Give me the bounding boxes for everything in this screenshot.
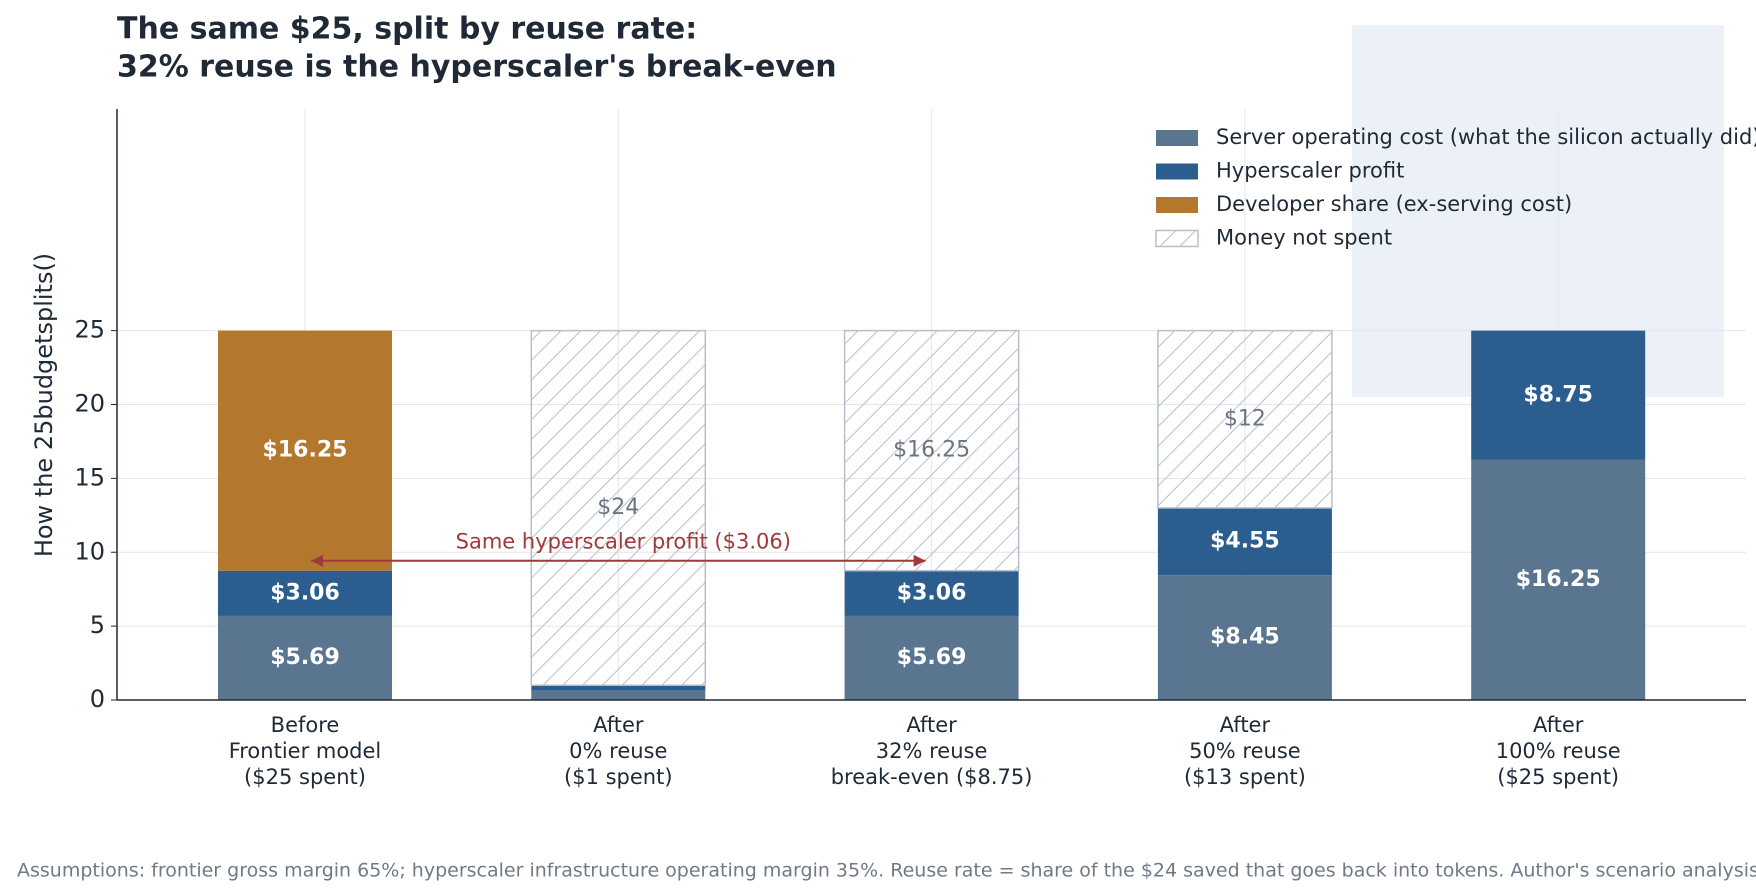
legend-swatch [1156,163,1198,180]
value-label: $16.25 [893,438,970,463]
x-tick-line: After [906,713,957,737]
x-tick-line: Before [271,713,340,737]
y-axis-label: How the 25budgetsplits() [30,253,58,557]
y-tick-label: 10 [74,537,105,565]
bar-segment [1157,507,1332,576]
y-tick-label: 5 [90,611,105,639]
footnote: Assumptions: frontier gross margin 65%; … [17,860,1756,882]
bar-segment [844,570,1019,616]
x-tick-label: Before Frontier model ($25 spent) [229,713,382,789]
bar-segment [218,570,392,616]
x-tick-line: 32% reuse [876,739,988,763]
annotation: Same hyperscaler profit ($3.06) [456,530,791,554]
x-tick-line: ($25 spent) [244,765,366,789]
value-label: $16.25 [263,438,348,463]
y-tick-label: 15 [74,463,105,491]
value-label: $8.45 [1210,625,1280,650]
x-tick-line: ($1 spent) [564,765,673,789]
x-tick-label: After 32% reuse break-even ($8.75) [831,713,1033,789]
x-tick-line: 100% reuse [1496,739,1621,763]
x-tick-label: After 50% reuse ($13 spent) [1184,713,1306,789]
bar-segment [1471,330,1646,460]
value-label: $3.06 [897,580,967,605]
x-tick-line: After [1220,713,1271,737]
unspent-segment [530,329,707,686]
bar-segment [1157,575,1332,700]
bar-segment [218,615,392,700]
x-tick-label: After 100% reuse ($25 spent) [1496,713,1621,789]
unspent-segment [843,329,1020,572]
value-label: $24 [597,495,639,520]
value-label: $16.25 [1516,567,1601,592]
x-tick-line: 50% reuse [1189,739,1301,763]
unspent-segment [1157,329,1333,509]
value-label: $8.75 [1523,382,1593,407]
x-tick-line: After [593,713,644,737]
bar-segment [844,615,1019,700]
x-tick-line: Frontier model [229,739,382,763]
value-label: $12 [1224,406,1266,431]
bar-segment [218,330,392,571]
value-label: $4.55 [1210,529,1280,554]
value-label: $5.69 [897,645,967,670]
value-label: $3.06 [270,580,340,605]
y-tick-label: 25 [74,316,105,344]
value-label: $5.69 [270,645,340,670]
x-tick-line: ($25 spent) [1497,765,1619,789]
bar-segment [531,690,706,700]
legend-label: Hyperscaler profit [1216,159,1404,183]
bar-segment [531,685,706,691]
x-tick-line: ($13 spent) [1184,765,1306,789]
x-tick-line: After [1533,713,1584,737]
chart-subtitle: 32% reuse is the hyperscaler's break-eve… [117,50,837,85]
legend-swatch [1156,197,1198,213]
bar-segment [1471,459,1646,700]
legend-label: Server operating cost (what the silicon … [1216,125,1756,149]
y-tick-label: 20 [74,390,105,418]
chart-title: The same $25, split by reuse rate: [117,12,697,47]
y-tick-label: 0 [90,685,105,713]
legend-swatch [1156,130,1198,146]
x-tick-line: break-even ($8.75) [831,765,1033,789]
x-tick-label: After 0% reuse ($1 spent) [564,713,673,789]
legend-swatch [1155,229,1199,248]
x-tick-line: 0% reuse [569,739,667,763]
legend-label: Money not spent [1216,226,1392,250]
legend-label: Developer share (ex-serving cost) [1216,192,1572,216]
